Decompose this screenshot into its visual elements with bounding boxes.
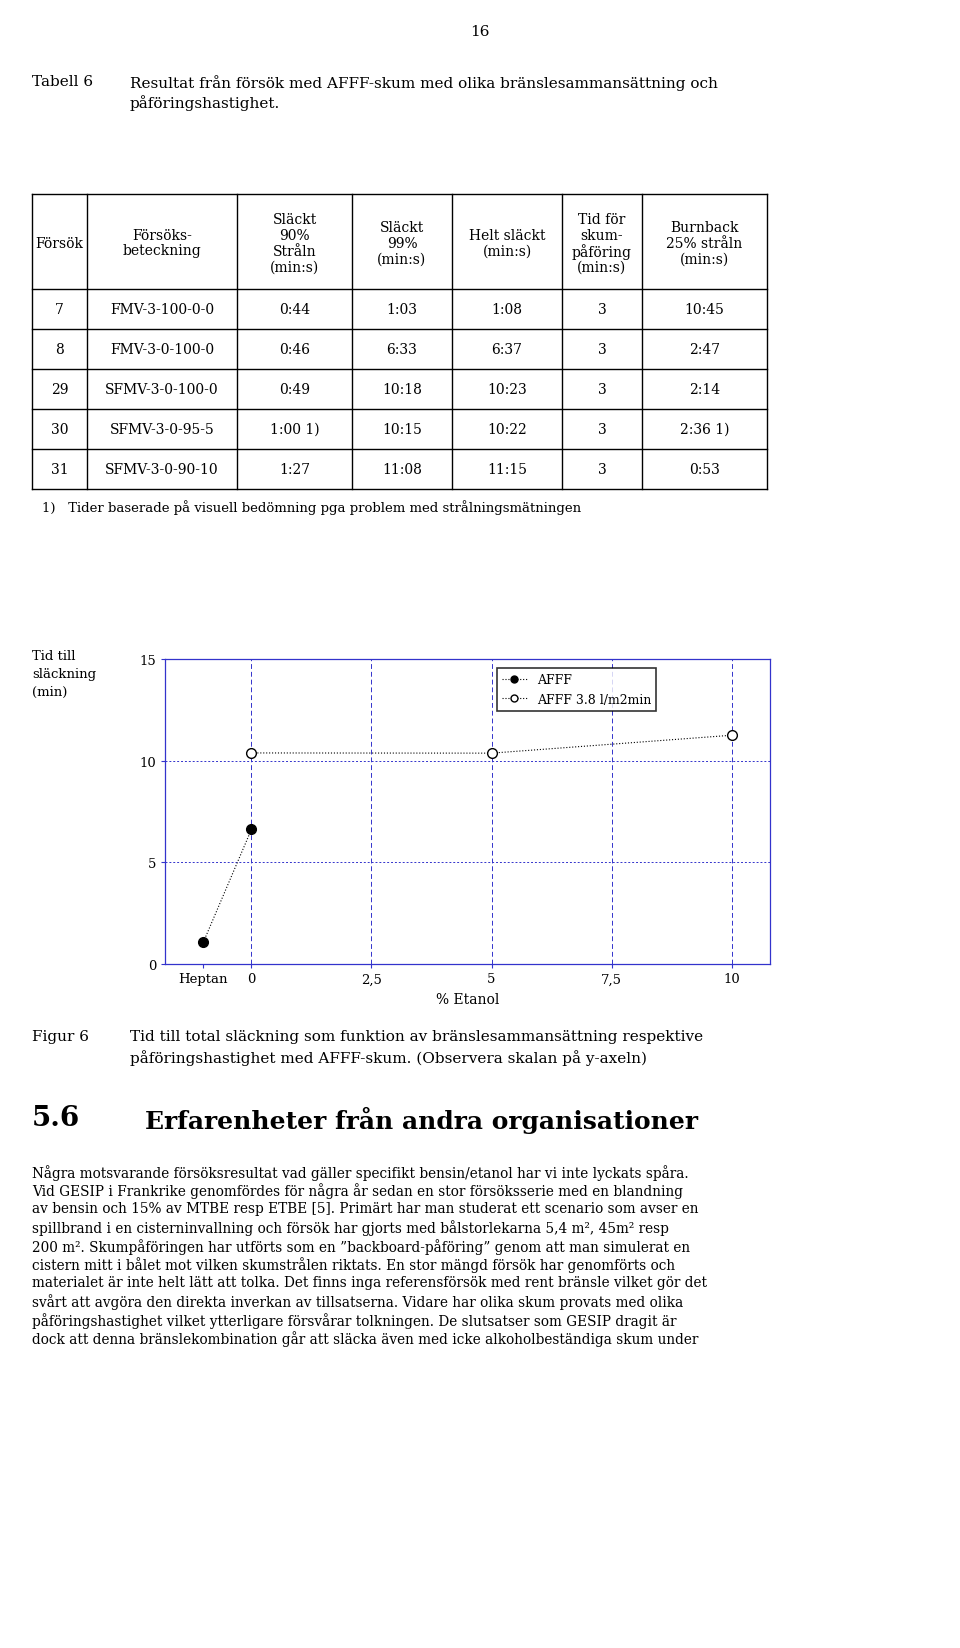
Text: 1:08: 1:08 [492,303,522,316]
Text: 11:15: 11:15 [487,463,527,476]
Text: 3: 3 [598,343,607,356]
Text: SFMV-3-0-100-0: SFMV-3-0-100-0 [106,382,219,397]
Text: 31: 31 [51,463,68,476]
Text: Tid till total släckning som funktion av bränslesammansättning respektive: Tid till total släckning som funktion av… [130,1030,703,1043]
Text: Stråln: Stråln [273,244,316,259]
Text: 2:47: 2:47 [689,343,720,356]
Text: 30: 30 [51,424,68,437]
Text: 3: 3 [598,424,607,437]
Text: av bensin och 15% av MTBE resp ETBE [5]. Primärt har man studerat ett scenario s: av bensin och 15% av MTBE resp ETBE [5].… [32,1201,699,1215]
Text: släckning: släckning [32,667,96,681]
Text: 99%: 99% [387,236,418,250]
Text: 10:15: 10:15 [382,424,422,437]
Text: 10:18: 10:18 [382,382,422,397]
Text: (min:s): (min:s) [482,244,532,259]
Text: 0:46: 0:46 [279,343,310,356]
Text: Vid GESIP i Frankrike genomfördes för några år sedan en stor försöksserie med en: Vid GESIP i Frankrike genomfördes för nå… [32,1183,683,1198]
Text: 1:00 1): 1:00 1) [270,424,320,437]
Text: påföringshastighet vilket ytterligare försvårar tolkningen. De slutsatser som GE: påföringshastighet vilket ytterligare fö… [32,1312,677,1328]
Text: cistern mitt i bålet mot vilken skumstrålen riktats. En stor mängd försök har ge: cistern mitt i bålet mot vilken skumstrå… [32,1257,675,1272]
Text: 3: 3 [598,303,607,316]
Text: 10:22: 10:22 [487,424,527,437]
Text: beteckning: beteckning [123,244,202,259]
Text: Burnback: Burnback [670,221,739,234]
Text: (min:s): (min:s) [577,260,627,274]
Text: (min:s): (min:s) [270,260,319,274]
Text: 11:08: 11:08 [382,463,422,476]
Text: 10:45: 10:45 [684,303,725,316]
Text: Tabell 6: Tabell 6 [32,74,93,89]
Text: Resultat från försök med AFFF-skum med olika bränslesammansättning och: Resultat från försök med AFFF-skum med o… [130,74,718,91]
Text: 10:23: 10:23 [487,382,527,397]
Text: SFMV-3-0-90-10: SFMV-3-0-90-10 [106,463,219,476]
Text: påföringshastighet.: påföringshastighet. [130,96,280,110]
Text: 200 m². Skumpåföringen har utförts som en ”backboard-påföring” genom att man sim: 200 m². Skumpåföringen har utförts som e… [32,1238,690,1254]
Text: (min): (min) [32,686,67,699]
Text: Tid till: Tid till [32,649,76,662]
Text: Försök: Försök [36,236,84,250]
Text: 2:14: 2:14 [689,382,720,397]
Text: 6:37: 6:37 [492,343,522,356]
Text: FMV-3-0-100-0: FMV-3-0-100-0 [110,343,214,356]
Text: påföringshastighet med AFFF-skum. (Observera skalan på y-axeln): påföringshastighet med AFFF-skum. (Obser… [130,1050,647,1065]
Text: 1:03: 1:03 [387,303,418,316]
Text: 3: 3 [598,382,607,397]
Text: 0:44: 0:44 [279,303,310,316]
Text: SFMV-3-0-95-5: SFMV-3-0-95-5 [109,424,214,437]
Text: FMV-3-100-0-0: FMV-3-100-0-0 [110,303,214,316]
Text: 7: 7 [55,303,64,316]
Text: 0:53: 0:53 [689,463,720,476]
Text: 8: 8 [55,343,64,356]
Text: 6:33: 6:33 [387,343,418,356]
Text: AFFF-skum: AFFF-skum [230,674,335,692]
Text: 3: 3 [598,463,607,476]
Text: spillbrand i en cisterninvallning och försök har gjorts med bålstorlekarna 5,4 m: spillbrand i en cisterninvallning och fö… [32,1220,669,1236]
Text: (min:s): (min:s) [377,252,426,267]
Text: 5.6: 5.6 [32,1104,81,1131]
Text: Figur 6: Figur 6 [32,1030,89,1043]
Text: 0:49: 0:49 [279,382,310,397]
Text: 29: 29 [51,382,68,397]
Text: dock att denna bränslekombination går att släcka även med icke alkoholbeständiga: dock att denna bränslekombination går at… [32,1330,698,1346]
Legend: AFFF, AFFF 3.8 l/m2min: AFFF, AFFF 3.8 l/m2min [496,669,656,712]
Text: Några motsvarande försöksresultat vad gäller specifikt bensin/etanol har vi inte: Några motsvarande försöksresultat vad gä… [32,1163,688,1180]
Text: Erfarenheter från andra organisationer: Erfarenheter från andra organisationer [145,1106,698,1134]
Text: (min:s): (min:s) [680,252,730,267]
Text: 90%: 90% [279,229,310,242]
Text: påföring: påföring [572,244,632,260]
Text: % Etanol: % Etanol [436,992,499,1007]
Text: skum-: skum- [581,229,623,242]
Text: Släckt: Släckt [273,213,317,226]
Text: 1)   Tider baserade på visuell bedömning pga problem med strålningsmätningen: 1) Tider baserade på visuell bedömning p… [42,499,581,514]
Text: 16: 16 [470,25,490,40]
Text: Tid för: Tid för [578,213,626,226]
Text: Släckt: Släckt [380,221,424,234]
Text: 2:36 1): 2:36 1) [680,424,730,437]
Text: Försöks-: Försöks- [132,229,192,242]
Text: 1:27: 1:27 [279,463,310,476]
Text: Helt släckt: Helt släckt [468,229,545,242]
Text: svårt att avgöra den direkta inverkan av tillsatserna. Vidare har olika skum pro: svårt att avgöra den direkta inverkan av… [32,1294,684,1310]
Text: materialet är inte helt lätt att tolka. Det finns inga referensförsök med rent b: materialet är inte helt lätt att tolka. … [32,1276,707,1289]
Text: 25% stråln: 25% stråln [666,236,743,250]
